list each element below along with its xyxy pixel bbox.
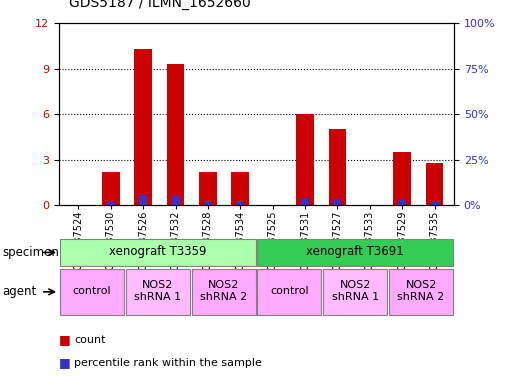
Bar [60, 269, 124, 315]
Bar [389, 269, 453, 315]
Text: ■: ■ [59, 333, 71, 346]
Text: specimen: specimen [3, 246, 60, 259]
Bar [126, 269, 190, 315]
Bar [102, 172, 120, 205]
Bar [328, 129, 346, 205]
Text: xenograft T3359: xenograft T3359 [109, 245, 207, 258]
Bar [231, 172, 249, 205]
Bar [398, 200, 406, 205]
Bar [333, 199, 342, 205]
Bar [199, 172, 217, 205]
Bar [258, 269, 321, 315]
Bar [60, 239, 255, 266]
Text: NOS2
shRNA 1: NOS2 shRNA 1 [332, 280, 379, 302]
Bar [258, 239, 453, 266]
Bar [296, 114, 314, 205]
Bar [171, 196, 180, 205]
Bar [139, 195, 147, 205]
Bar [430, 201, 439, 205]
Text: NOS2
shRNA 1: NOS2 shRNA 1 [134, 280, 181, 302]
Text: control: control [73, 286, 111, 296]
Text: control: control [270, 286, 309, 296]
Bar [192, 269, 255, 315]
Bar [426, 163, 443, 205]
Text: ■: ■ [59, 356, 71, 369]
Text: agent: agent [3, 285, 37, 298]
Bar [393, 152, 411, 205]
Bar [301, 198, 309, 205]
Text: NOS2
shRNA 2: NOS2 shRNA 2 [200, 280, 247, 302]
Text: NOS2
shRNA 2: NOS2 shRNA 2 [398, 280, 445, 302]
Text: xenograft T3691: xenograft T3691 [306, 245, 404, 258]
Bar [204, 202, 212, 205]
Bar [167, 64, 185, 205]
Bar [107, 202, 115, 205]
Bar [236, 202, 244, 205]
Bar [134, 49, 152, 205]
Text: percentile rank within the sample: percentile rank within the sample [74, 358, 262, 368]
Bar [323, 269, 387, 315]
Text: GDS5187 / ILMN_1652660: GDS5187 / ILMN_1652660 [69, 0, 251, 10]
Text: count: count [74, 335, 106, 345]
